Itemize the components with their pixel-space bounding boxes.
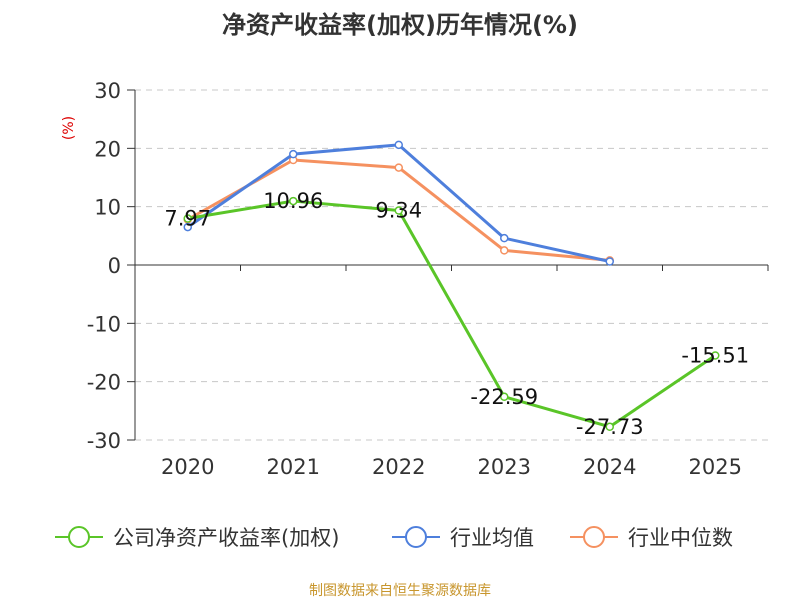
data-label: 10.96 — [263, 189, 323, 213]
x-tick-label: 2023 — [478, 455, 531, 479]
data-label: 7.97 — [164, 207, 211, 231]
series-1-point[interactable] — [289, 149, 298, 159]
x-tick-label: 2024 — [583, 455, 636, 479]
legend-item-company[interactable]: 公司净资产收益率(加权) — [55, 526, 339, 550]
x-tick-label: 2022 — [372, 455, 425, 479]
series-0-point[interactable] — [289, 196, 298, 206]
x-tick-label: 2020 — [161, 455, 214, 479]
legend: 公司净资产收益率(加权) 行业均值 行业中位数 — [55, 526, 733, 550]
legend-label-company: 公司净资产收益率(加权) — [113, 526, 339, 550]
y-tick-label: -30 — [87, 429, 121, 453]
series-2-point[interactable] — [394, 163, 403, 172]
data-label: 9.34 — [375, 199, 422, 223]
y-tick-label: -20 — [87, 371, 121, 395]
legend-swatch-marker-company — [68, 526, 90, 548]
y-tick-label: 20 — [94, 137, 121, 161]
x-tick-label: 2025 — [689, 455, 742, 479]
y-tick-label: 30 — [94, 79, 121, 103]
data-source-note: 制图数据来自恒生聚源数据库 — [309, 583, 491, 599]
legend-item-industry-median[interactable]: 行业中位数 — [570, 526, 733, 550]
legend-item-industry-average[interactable]: 行业均值 — [392, 526, 534, 550]
axis-layer: 30 20 10 0 -10 -20 -30 2020 2021 2022 2023 2024 2025 — [87, 79, 769, 479]
data-label-layer: 7.97 10.96 9.34 -22.59 -27.73 -15.51 — [164, 189, 749, 439]
series-0-point[interactable] — [605, 422, 614, 432]
series-0-point[interactable] — [500, 392, 509, 402]
legend-swatch-marker-industry-median — [583, 526, 605, 548]
series-1-point[interactable] — [500, 233, 509, 243]
y-tick-label: 10 — [94, 196, 121, 220]
series-1-point[interactable] — [183, 222, 192, 232]
series-2-point[interactable] — [500, 246, 509, 255]
series-0-point[interactable] — [394, 206, 403, 215]
chart-title: 净资产收益率(加权)历年情况(%) — [222, 11, 578, 39]
data-label: -15.51 — [681, 343, 749, 367]
series-0-point[interactable] — [711, 351, 720, 360]
series-1-point[interactable] — [394, 140, 403, 150]
series-0-point[interactable] — [183, 214, 192, 223]
data-label: -27.73 — [576, 415, 644, 439]
series-line-0 — [187, 199, 717, 429]
legend-swatch-marker-industry-average — [405, 526, 427, 548]
legend-label-industry-average: 行业均值 — [450, 526, 534, 550]
x-tick-label: 2021 — [267, 455, 320, 479]
series-layer — [183, 140, 720, 432]
series-1-point[interactable] — [605, 257, 614, 266]
y-tick-label: -10 — [87, 312, 121, 336]
legend-label-industry-median: 行业中位数 — [628, 526, 733, 550]
y-tick-label: 0 — [108, 254, 121, 278]
data-label: -22.59 — [470, 385, 538, 409]
y-axis-unit-label: (%) — [61, 116, 77, 140]
